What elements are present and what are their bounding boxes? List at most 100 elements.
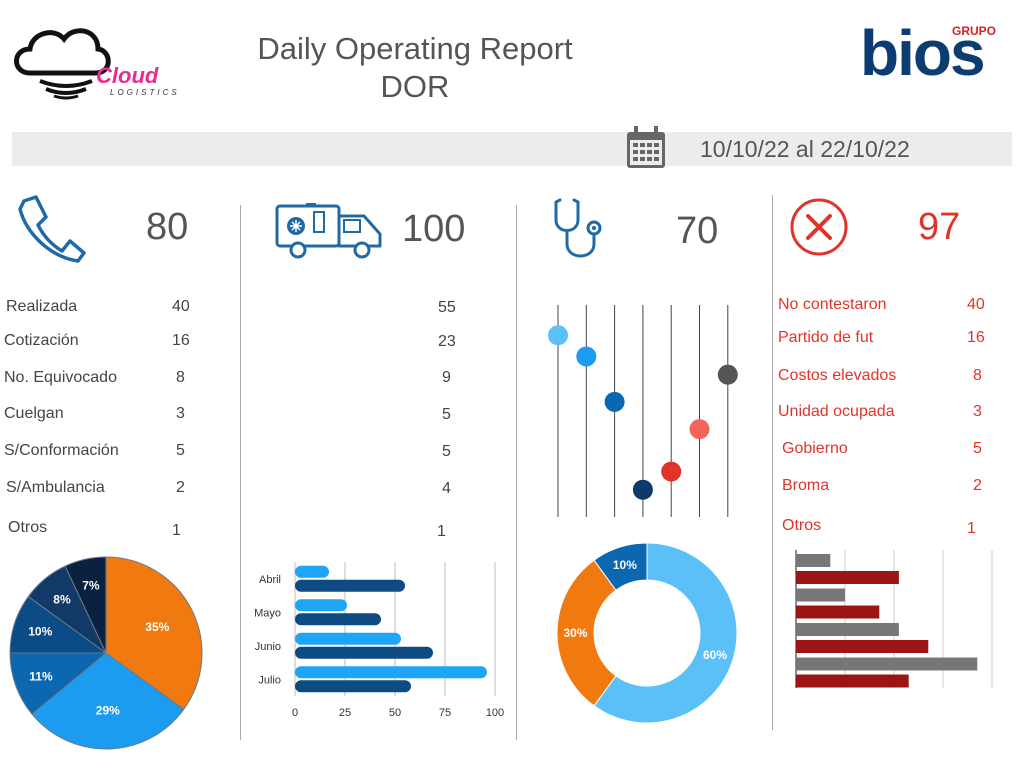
calls-pie-chart: 35% 29% 11% 10% 8% 7% [9, 556, 203, 750]
pie-label-4: 10% [28, 625, 52, 639]
calls-value-4: 3 [176, 405, 185, 422]
calls-label-4: Cuelgan [4, 405, 64, 422]
cloud-logo-subtext: LOGISTICS [110, 88, 180, 97]
pie-label-3: 11% [29, 669, 53, 683]
pie-label-1: 35% [145, 620, 169, 634]
cancelled-value-4: 3 [973, 403, 982, 420]
bar-1-series-1 [295, 565, 329, 578]
cancelled-label-5: Gobierno [782, 440, 848, 457]
date-bar [12, 132, 1012, 166]
cancel-bar-1-series-2 [796, 571, 899, 584]
ambulance-value-5: 5 [442, 443, 451, 460]
ambulance-value-4: 5 [442, 406, 451, 423]
dot-5 [661, 461, 682, 482]
medical-donut-chart: 60% 30% 10% [556, 542, 738, 724]
dot-4 [632, 479, 653, 500]
bar-category-3: Junio [255, 641, 281, 653]
ambulance-value-2: 23 [438, 333, 456, 350]
bar-1-series-2 [295, 579, 405, 592]
cancelled-value-2: 16 [967, 329, 985, 346]
cancel-bar-3-series-1 [796, 623, 899, 636]
cancelled-label-1: No contestaron [778, 296, 887, 313]
dot-3 [604, 391, 625, 412]
pie-slice-3 [9, 652, 108, 715]
pie-slice-1 [105, 556, 203, 711]
ambulance-value-1: 55 [438, 299, 456, 316]
cloud-logo-text: Cloud [96, 63, 159, 88]
bar-xtick-1: 0 [292, 707, 298, 719]
dot-2 [576, 346, 597, 367]
cancelled-label-7: Otros [782, 517, 822, 534]
bar-category-2: Mayo [254, 607, 281, 619]
cancelled-value-5: 5 [973, 440, 982, 457]
bios-logo-text: bios [860, 17, 986, 89]
stethoscope-icon [552, 194, 622, 267]
calls-label-1: Realizada [6, 298, 78, 315]
bar-xtick-2: 25 [339, 707, 351, 719]
cloud-logistics-logo: Cloud LOGISTICS [10, 15, 177, 100]
calls-label-2: Cotización [4, 332, 79, 349]
cancelled-label-2: Partido de fut [778, 329, 874, 346]
cancel-bar-4-series-1 [796, 657, 978, 671]
calls-value-6: 2 [176, 479, 185, 496]
dot-6 [689, 419, 710, 440]
divider-1 [240, 205, 241, 740]
bar-2-series-1 [295, 599, 347, 612]
report-title: Daily Operating Report DOR [240, 30, 590, 106]
bar-xtick-3: 50 [389, 707, 401, 719]
cloud-icon [14, 28, 111, 100]
calls-value-7: 1 [172, 522, 181, 539]
divider-3 [772, 195, 773, 730]
bar-2-series-2 [295, 613, 381, 626]
calls-value-2: 16 [172, 332, 190, 349]
ambulance-icon [274, 202, 386, 265]
bar-category-1: Abril [259, 574, 281, 586]
calls-label-5: S/Conformación [4, 442, 119, 459]
cancelled-value-1: 40 [967, 296, 985, 313]
cancel-bar-4-series-2 [796, 674, 909, 688]
cancel-bar-3-series-2 [796, 640, 929, 653]
pie-label-2: 29% [96, 704, 120, 718]
donut-label-2: 30% [563, 626, 587, 640]
ambulance-total: 100 [402, 208, 466, 250]
bar-3-series-1 [295, 632, 401, 645]
donut-label-3: 10% [613, 558, 637, 572]
cancelled-value-7: 1 [967, 520, 976, 537]
calls-total: 80 [146, 206, 189, 248]
cancel-bar-2-series-1 [796, 588, 845, 602]
bios-logo-grupo: GRUPO [952, 24, 997, 38]
calls-label-7: Otros [8, 519, 48, 536]
bar-xtick-4: 75 [439, 707, 451, 719]
grupo-bios-logo: GRUPO bios [860, 12, 1010, 92]
ambulance-value-3: 9 [442, 369, 451, 386]
report-title-line1: Daily Operating Report [257, 31, 573, 66]
pie-label-5: 8% [53, 593, 71, 607]
donut-slice-2 [556, 559, 617, 707]
bar-3-series-2 [295, 646, 433, 659]
ambulance-bar-chart: 0 25 50 75 100 Abril Mayo Junio Julio [254, 562, 504, 719]
cancelled-label-6: Broma [782, 477, 830, 494]
dot-1 [548, 325, 568, 346]
pie-label-6: 7% [82, 579, 100, 593]
bar-4-series-2 [295, 680, 411, 693]
calls-value-1: 40 [172, 298, 190, 315]
bar-xtick-5: 100 [486, 707, 504, 719]
cancelled-total: 97 [918, 206, 961, 248]
date-range: 10/10/22 al 22/10/22 [700, 136, 910, 162]
report-title-line2: DOR [380, 69, 450, 104]
cancelled-label-3: Costos elevados [778, 367, 897, 384]
dot-7 [717, 364, 738, 385]
donut-label-1: 60% [703, 648, 727, 662]
bar-4-series-1 [295, 666, 487, 679]
medical-total: 70 [676, 210, 719, 252]
cancelled-bar-chart [795, 550, 993, 688]
ambulance-value-6: 4 [442, 480, 451, 497]
pie-slice-6 [64, 556, 107, 654]
cancelled-value-6: 2 [973, 477, 982, 494]
calls-label-3: No. Equivocado [4, 369, 117, 386]
cancelled-value-3: 8 [973, 367, 982, 384]
donut-slice-1 [593, 542, 738, 724]
pie-slice-2 [31, 652, 185, 750]
cancel-bar-1-series-1 [796, 554, 831, 567]
calls-label-6: S/Ambulancia [6, 479, 105, 496]
